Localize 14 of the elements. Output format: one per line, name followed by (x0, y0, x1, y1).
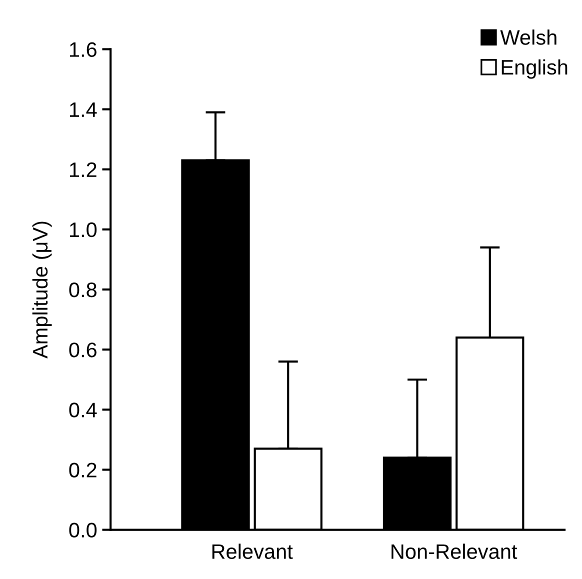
y-tick-label: 0.6 (69, 342, 96, 358)
y-tick-label: 0.8 (69, 282, 96, 298)
legend-label: English (502, 59, 568, 79)
y-tick-label: 1.0 (70, 222, 97, 238)
legend-label: Welsh (500, 30, 556, 45)
y-tick-label: 0.4 (69, 402, 97, 418)
y-tick-label: 1.4 (70, 102, 97, 117)
y-tick-label: 1.6 (70, 42, 96, 57)
y-axis-title: Amplitude (μV) (32, 222, 52, 359)
x-tick-label: Non-Relevant (392, 544, 518, 559)
y-tick-label: 1.2 (70, 162, 96, 177)
y-tick-label: 0.2 (69, 462, 96, 478)
y-tick-label: 0.0 (69, 522, 97, 538)
x-tick-label: Relevant (212, 544, 293, 559)
